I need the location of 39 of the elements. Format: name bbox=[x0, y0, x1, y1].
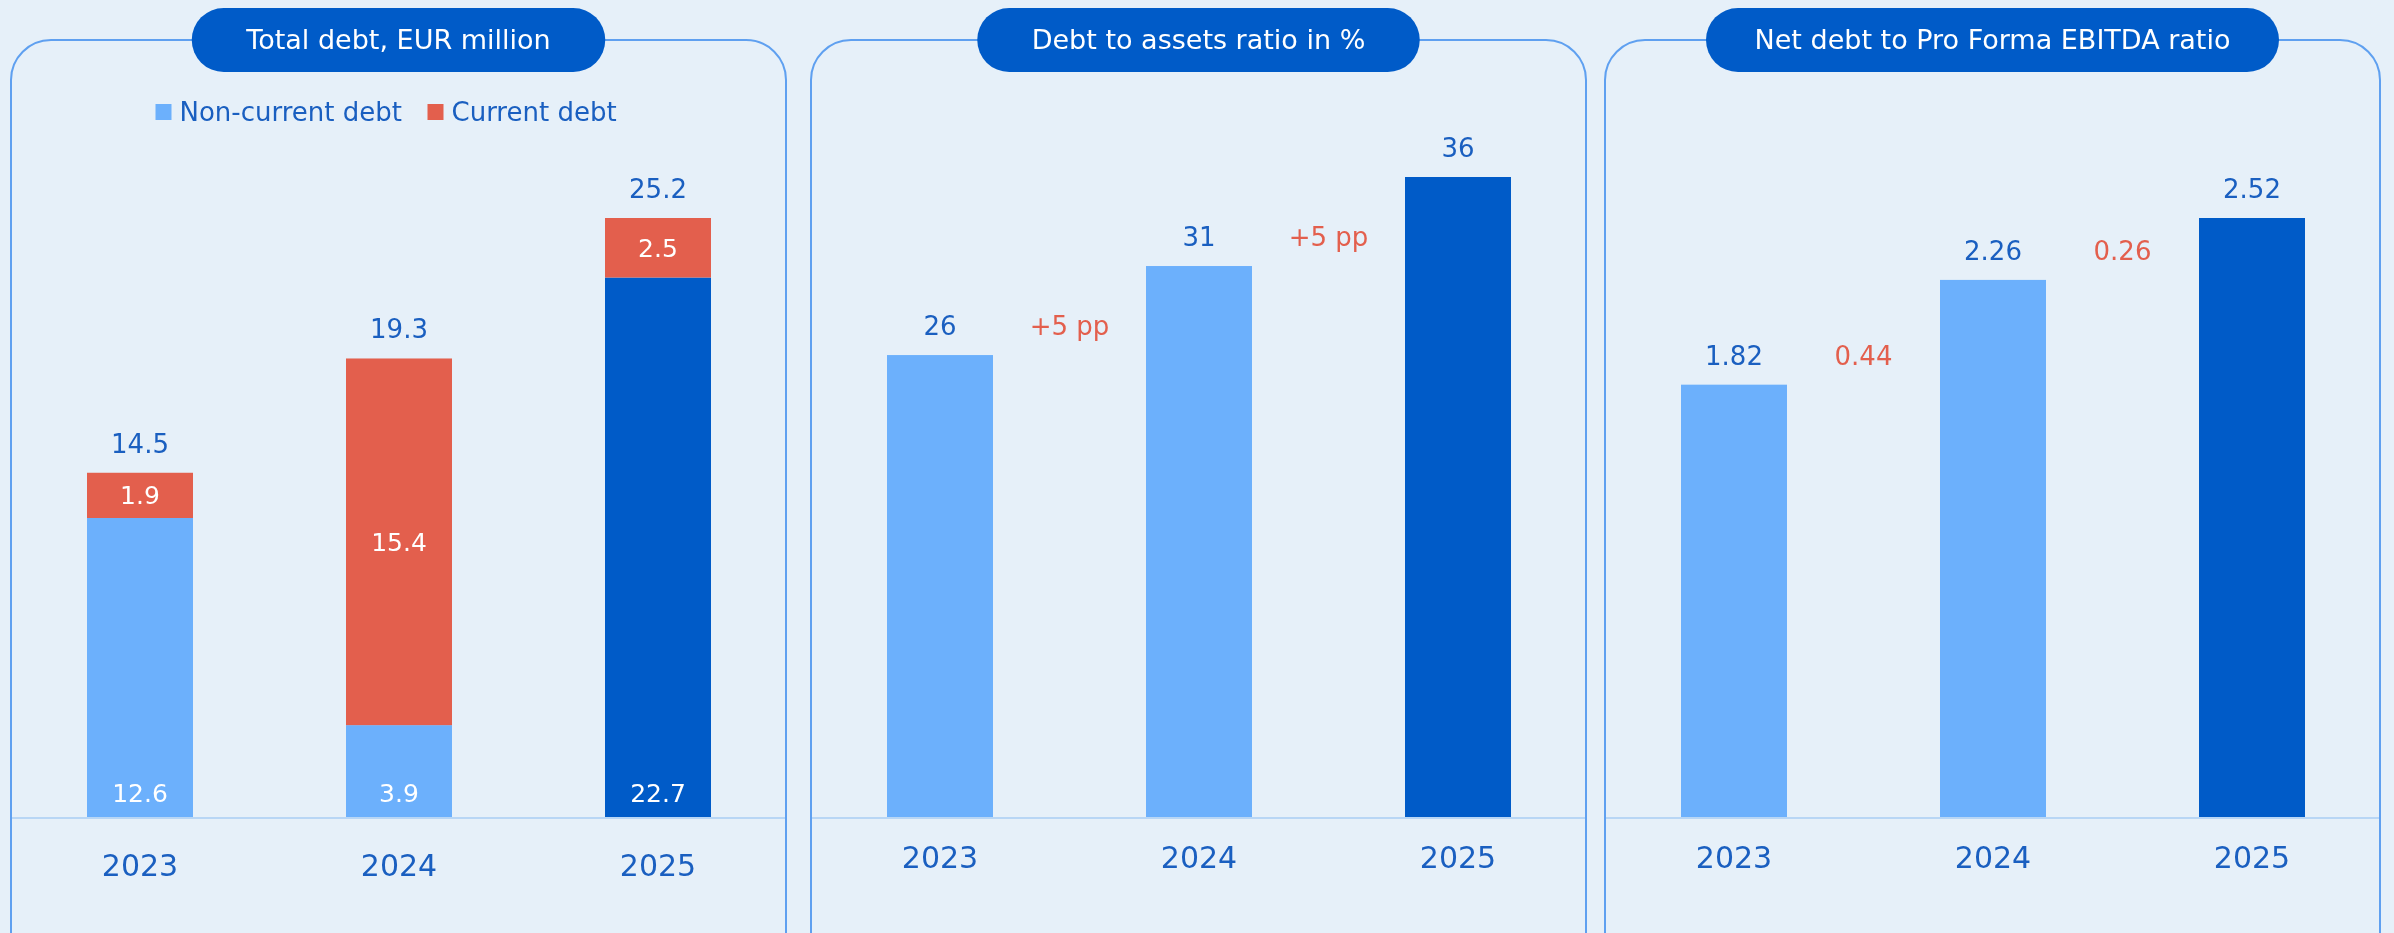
x-tick-label: 2024 bbox=[360, 848, 438, 883]
x-tick-label: 2024 bbox=[1954, 840, 2032, 875]
legend-label: Current debt bbox=[451, 97, 617, 127]
bar bbox=[346, 358, 452, 726]
chart-title: Net debt to Pro Forma EBITDA ratio bbox=[1754, 24, 2231, 55]
x-tick-label: 2025 bbox=[2213, 840, 2291, 875]
annotation: +5 pp bbox=[1288, 222, 1369, 253]
x-tick-label: 2025 bbox=[1419, 840, 1497, 875]
data-label: 26 bbox=[923, 311, 957, 342]
bar bbox=[605, 218, 711, 278]
x-tick-label: 2023 bbox=[101, 848, 179, 883]
total-label: 25.2 bbox=[629, 174, 687, 204]
data-label: 2.52 bbox=[2223, 174, 2281, 204]
data-label: 3.9 bbox=[379, 779, 419, 808]
data-label: 1.82 bbox=[1705, 340, 1763, 371]
annotation: +5 pp bbox=[1029, 311, 1110, 342]
annotation: 0.26 bbox=[2093, 235, 2152, 266]
chart-title: Total debt, EUR million bbox=[245, 24, 551, 55]
bar bbox=[87, 518, 193, 818]
annotation: 0.44 bbox=[1834, 340, 1893, 371]
data-label: 12.6 bbox=[112, 779, 168, 808]
bar bbox=[605, 277, 711, 818]
data-label: 1.9 bbox=[120, 481, 160, 511]
x-tick-label: 2025 bbox=[619, 848, 697, 883]
bar bbox=[87, 472, 193, 518]
data-label: 22.7 bbox=[630, 779, 686, 808]
data-label: 15.4 bbox=[371, 527, 427, 557]
total-label: 14.5 bbox=[111, 428, 169, 459]
data-label: 36 bbox=[1441, 133, 1475, 163]
bar bbox=[346, 725, 452, 818]
x-tick-label: 2024 bbox=[1160, 840, 1238, 875]
data-label: 2.5 bbox=[638, 233, 678, 263]
legend-label: Non-current debt bbox=[179, 97, 402, 127]
x-tick-label: 2023 bbox=[901, 840, 979, 875]
total-label: 19.3 bbox=[370, 314, 428, 345]
x-tick-label: 2023 bbox=[1695, 840, 1773, 875]
chart-title: Debt to assets ratio in % bbox=[1031, 24, 1366, 55]
data-label: 31 bbox=[1182, 222, 1216, 253]
data-label: 2.26 bbox=[1964, 235, 2022, 266]
